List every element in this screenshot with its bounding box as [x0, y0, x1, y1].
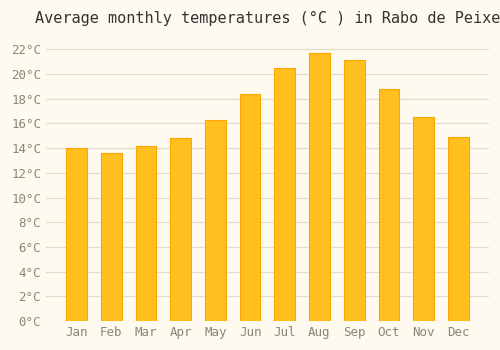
Bar [240, 94, 260, 321]
Bar [170, 138, 191, 321]
Bar [66, 148, 87, 321]
Bar [448, 137, 469, 321]
Bar [205, 120, 226, 321]
Bar [413, 117, 434, 321]
Bar [378, 89, 400, 321]
Bar [344, 61, 364, 321]
Bar [101, 153, 121, 321]
Bar [136, 146, 156, 321]
Bar [274, 68, 295, 321]
Title: Average monthly temperatures (°C ) in Rabo de Peixe: Average monthly temperatures (°C ) in Ra… [34, 11, 500, 26]
Bar [309, 53, 330, 321]
